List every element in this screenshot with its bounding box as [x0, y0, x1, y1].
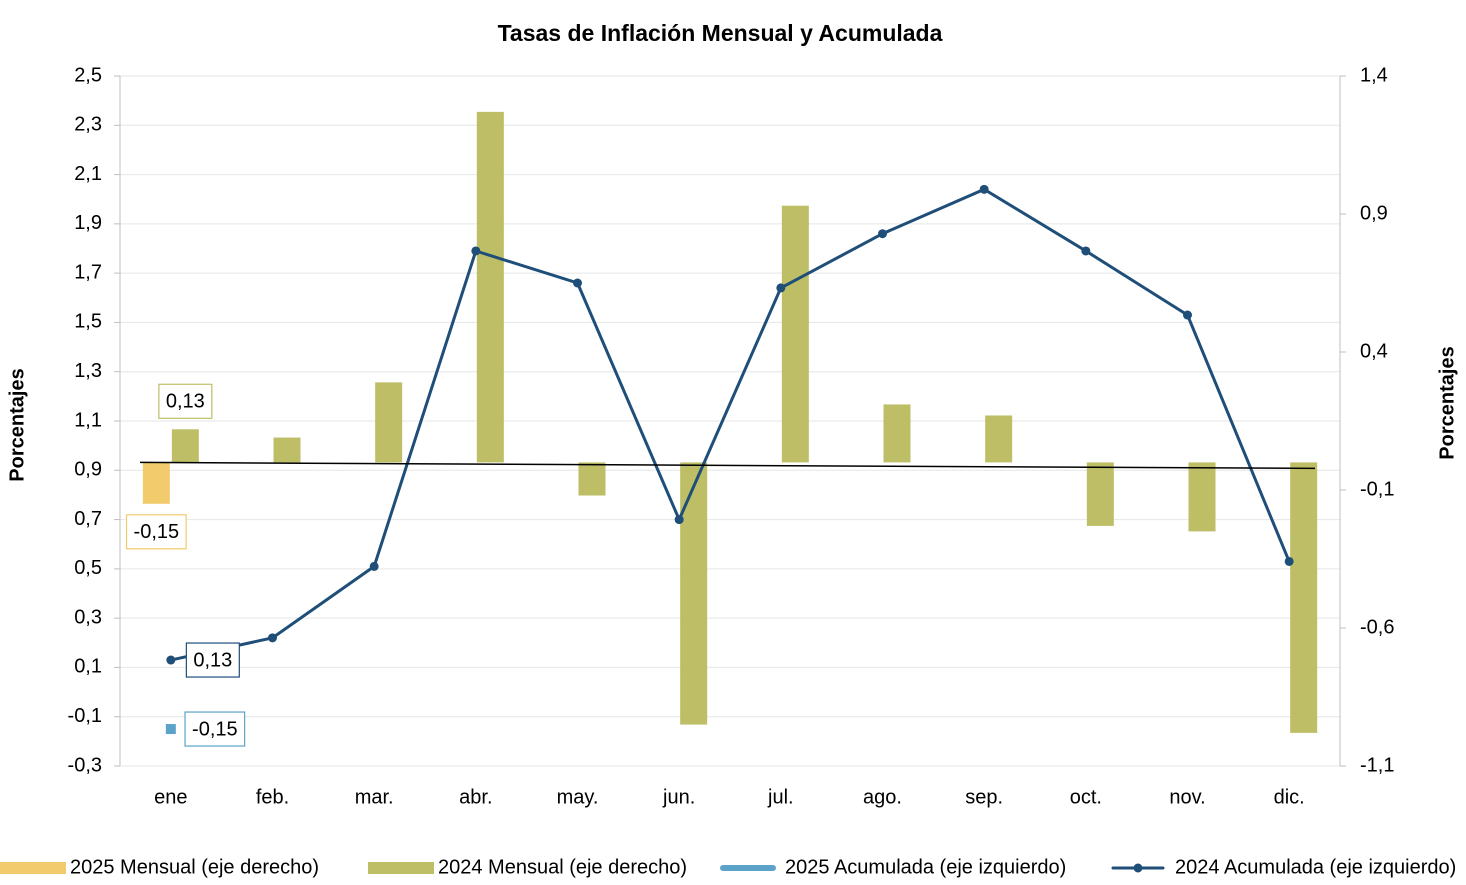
data-label: -0,15 — [192, 718, 238, 740]
x-tick-label: mar. — [355, 786, 394, 808]
y-tick-label: -0,3 — [68, 754, 102, 776]
y-tick-label: 0,7 — [74, 508, 102, 530]
x-tick-label: ago. — [863, 786, 902, 808]
data-label: 0,13 — [193, 649, 232, 671]
y2-tick-label: -0,6 — [1360, 616, 1394, 638]
point — [573, 278, 582, 288]
y-tick-label: -0,1 — [68, 705, 102, 727]
y-tick-label: 2,1 — [74, 163, 102, 185]
point — [369, 561, 379, 571]
y-tick-label: 1,5 — [74, 311, 102, 333]
data-label-box — [185, 642, 240, 678]
y-tick-label: 2,3 — [74, 114, 102, 136]
x-tick-label: feb. — [256, 786, 289, 808]
legend-swatch — [0, 862, 66, 874]
x-tick-label: abr. — [459, 786, 492, 808]
bar — [171, 429, 199, 463]
data-label-box — [125, 514, 187, 550]
point — [471, 246, 481, 256]
legend-swatch — [1133, 863, 1143, 873]
data-label: -0,15 — [134, 521, 180, 543]
bar — [985, 415, 1013, 463]
x-tick-label: may. — [557, 786, 599, 808]
legend-label: 2024 Mensual (eje derecho) — [438, 856, 687, 878]
bar — [142, 462, 170, 504]
y2-tick-label: -1,1 — [1360, 754, 1394, 776]
bar — [375, 382, 403, 463]
legend-label: 2024 Acumulada (eje izquierdo) — [1175, 856, 1456, 878]
data-label-box — [184, 711, 246, 747]
y2-axis-label: Porcentajes — [1436, 346, 1458, 459]
bar — [1290, 462, 1318, 733]
x-tick-label: jun. — [662, 786, 695, 808]
y-tick-label: 0,3 — [74, 606, 102, 628]
y-tick-label: 0,9 — [74, 459, 102, 481]
point — [166, 655, 176, 665]
x-tick-label: oct. — [1070, 786, 1102, 808]
x-tick-label: nov. — [1169, 786, 1205, 808]
legend-label: 2025 Acumulada (eje izquierdo) — [785, 856, 1066, 878]
y-tick-label: 2,5 — [74, 64, 102, 86]
point — [165, 724, 176, 735]
y2-tick-label: -0,1 — [1360, 478, 1394, 500]
point — [1284, 556, 1294, 566]
point — [1183, 310, 1192, 320]
bar — [680, 462, 708, 725]
y-tick-label: 0,1 — [74, 656, 102, 678]
y-tick-label: 0,5 — [74, 557, 102, 579]
y-tick-label: 1,3 — [74, 360, 102, 382]
y2-tick-label: 1,4 — [1360, 64, 1388, 86]
point — [878, 229, 887, 239]
bar — [1188, 462, 1216, 532]
bar — [883, 404, 911, 463]
point — [776, 283, 786, 293]
bar — [1086, 462, 1114, 526]
data-label: 0,13 — [166, 391, 205, 413]
line — [170, 187, 1291, 662]
y-tick-label: 1,7 — [74, 261, 102, 283]
data-label-box — [158, 383, 213, 419]
bar — [476, 111, 504, 463]
bar — [273, 437, 301, 463]
x-tick-label: sep. — [965, 786, 1003, 808]
point — [268, 633, 277, 643]
y2-tick-label: 0,4 — [1360, 340, 1388, 362]
chart-title: Tasas de Inflación Mensual y Acumulada — [498, 20, 943, 46]
x-tick-label: jul. — [767, 786, 794, 808]
bar — [781, 205, 809, 463]
y-axis-label: Porcentajes — [6, 368, 28, 481]
legend-swatch — [368, 862, 434, 874]
y-tick-label: 1,9 — [74, 212, 102, 234]
x-tick-label: dic. — [1274, 786, 1305, 808]
zero-line — [139, 461, 1316, 470]
x-tick-label: ene — [154, 786, 187, 808]
legend-label: 2025 Mensual (eje derecho) — [70, 856, 319, 878]
y2-tick-label: 0,9 — [1360, 202, 1388, 224]
point — [674, 515, 684, 525]
y-tick-label: 1,1 — [74, 409, 102, 431]
point — [979, 184, 989, 194]
bar — [578, 462, 606, 496]
point — [1081, 246, 1091, 256]
